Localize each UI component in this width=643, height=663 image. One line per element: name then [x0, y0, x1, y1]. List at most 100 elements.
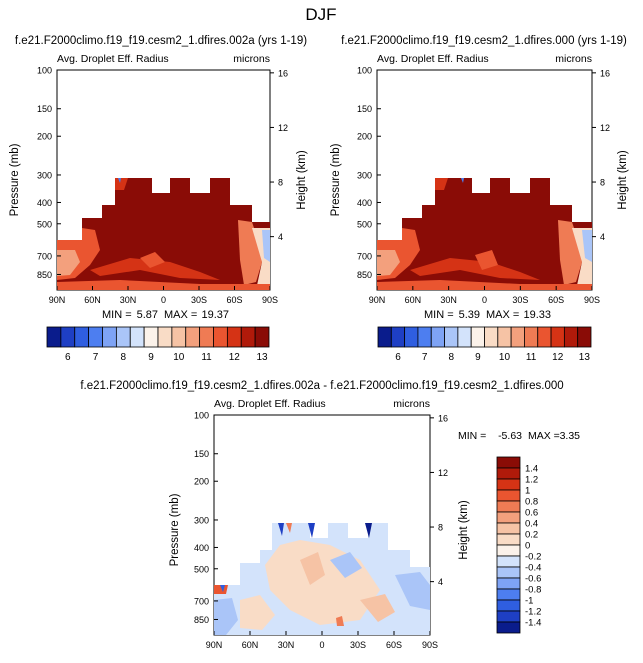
- contour-fill-warm-2: [240, 595, 275, 630]
- y2-tick-label: 16: [600, 68, 610, 78]
- colorbar-label: 8: [121, 352, 127, 363]
- colorbar-box: [577, 326, 592, 348]
- colorbar-box: [185, 326, 201, 348]
- contour-fill-peach-4: [360, 594, 395, 622]
- colorbar-box: [496, 599, 521, 612]
- colorbar-label: 8: [448, 352, 454, 363]
- contour-fill-low-left-2: [377, 250, 400, 276]
- y-tick-label: 300: [194, 515, 209, 525]
- y-tick-label: 300: [37, 170, 52, 180]
- contour-fill-cool-2: [395, 572, 430, 610]
- colorbar-box: [129, 326, 145, 348]
- y-tick-label: 700: [357, 251, 372, 261]
- panel-title: f.e21.F2000climo.f19_f19.cesm2_1.dfires.…: [15, 35, 307, 47]
- colorbar-box: [496, 610, 521, 623]
- y-tick-label: 200: [37, 132, 52, 142]
- colorbar-box: [496, 544, 521, 557]
- colorbar-box: [563, 326, 579, 348]
- y-tick-label: 500: [37, 219, 52, 229]
- panel-bottom-difference: f.e21.F2000climo.f19_f19.cesm2_1.dfires.…: [80, 380, 580, 650]
- colorbar-label: 13: [257, 352, 269, 363]
- colorbar-box: [143, 326, 159, 348]
- x-tick-label: 30N: [440, 295, 457, 305]
- y-ticks: 100 150 200 300 400 500 700 850: [37, 66, 61, 280]
- colorbar-box: [496, 467, 521, 480]
- colorbar-box: [157, 326, 173, 348]
- colorbar-box: [470, 326, 485, 348]
- y-axis-label: Pressure (mb): [9, 143, 21, 216]
- contour-fill-region: [57, 178, 270, 290]
- x-tick-label: 90N: [49, 295, 66, 305]
- colorbar-box: [496, 522, 521, 535]
- colorbar-label: -1: [525, 596, 533, 607]
- x-tick-label: 90N: [206, 640, 223, 650]
- x-tick-label: 30S: [191, 295, 207, 305]
- y-tick-label: 400: [37, 198, 52, 208]
- colorbar-label: 1.2: [525, 475, 538, 486]
- contour-fill-red-spot-left: [214, 585, 228, 594]
- colorbar-label: 7: [422, 352, 428, 363]
- contour-fill-tiny-blue: [461, 178, 464, 183]
- y-tick-label: 200: [194, 477, 209, 487]
- contour-fill-upper-left: [115, 178, 128, 190]
- colorbar-box: [171, 326, 187, 348]
- y2-ticks: 16 12 8 4: [592, 68, 610, 242]
- x-tick-label: 60S: [226, 295, 242, 305]
- colorbar-box: [46, 326, 62, 348]
- contour-plot: [376, 69, 593, 291]
- colorbar-label: 7: [93, 352, 99, 363]
- x-tick-label: 0: [161, 295, 166, 305]
- colorbar-box: [496, 478, 521, 491]
- colorbar-box: [496, 566, 521, 579]
- colorbar-box: [496, 577, 521, 590]
- min-max-readout: MIN = 5.87 MAX = 19.37: [102, 309, 229, 321]
- colorbar-box: [88, 326, 103, 348]
- colorbar-box: [444, 326, 459, 348]
- colorbar: 6 7 8 9 10 11 12 13: [377, 326, 592, 363]
- variable-label: Avg. Droplet Eff. Radius: [57, 53, 169, 65]
- min-max-readout: MIN = -5.63 MAX = 3.35: [458, 430, 580, 442]
- colorbar-box: [524, 326, 539, 348]
- colorbar-box: [496, 621, 521, 634]
- colorbar-box: [496, 588, 521, 601]
- max-value: 19.37: [201, 309, 229, 321]
- units-label: microns: [555, 53, 592, 65]
- colorbar-label: 6: [395, 352, 401, 363]
- contour-fill-blue: [582, 230, 592, 262]
- y2-tick-label: 16: [438, 413, 448, 423]
- colorbar-label: 10: [499, 352, 511, 363]
- y2-axis-label: Height (km): [617, 150, 629, 210]
- colorbar-box: [510, 326, 525, 348]
- colorbar-label: 13: [579, 352, 591, 363]
- contour-fill-blue: [262, 230, 270, 262]
- colorbar-box: [60, 326, 76, 348]
- y2-tick-label: 8: [278, 178, 283, 188]
- y-ticks: 100 150 200 300 400 500 700 850: [357, 66, 381, 280]
- contour-fill-tiny-blue: [118, 178, 121, 183]
- page-title: DJF: [305, 5, 336, 24]
- y-axis-label: Pressure (mb): [330, 143, 342, 216]
- y-tick-label: 150: [37, 104, 52, 114]
- y-tick-label: 850: [194, 615, 209, 625]
- x-tick-label: 30N: [120, 295, 137, 305]
- x-tick-label: 0: [319, 640, 324, 650]
- panel-title: f.e21.F2000climo.f19_f19.cesm2_1.dfires.…: [341, 35, 627, 47]
- contour-fill-region: [377, 178, 592, 290]
- x-tick-label: 60S: [548, 295, 564, 305]
- colorbar-box: [254, 326, 270, 348]
- y2-tick-label: 4: [600, 232, 605, 242]
- colorbar-box: [430, 326, 445, 348]
- y2-tick-label: 8: [600, 178, 605, 188]
- x-tick-label: 30S: [350, 640, 366, 650]
- units-label: microns: [393, 398, 430, 410]
- y-tick-label: 850: [37, 270, 52, 280]
- contour-fill-mid-streak-2: [140, 252, 165, 268]
- colorbar-box: [496, 511, 521, 524]
- y2-tick-label: 8: [438, 523, 443, 533]
- panel-title: f.e21.F2000climo.f19_f19.cesm2_1.dfires.…: [80, 380, 563, 392]
- y-tick-label: 100: [194, 411, 209, 421]
- y2-axis-label: Height (km): [296, 150, 308, 210]
- y2-tick-label: 4: [438, 577, 443, 587]
- colorbar-label: 9: [148, 352, 154, 363]
